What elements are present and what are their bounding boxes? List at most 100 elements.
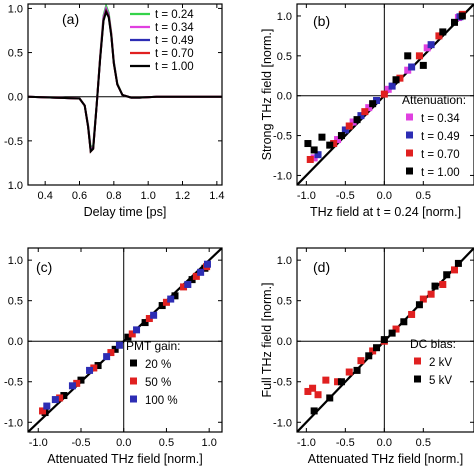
y-tick-label: -1.0 — [4, 417, 23, 429]
data-point — [454, 259, 462, 267]
data-point — [56, 394, 64, 402]
data-point — [392, 325, 400, 333]
legend-swatch — [130, 359, 137, 367]
data-point — [73, 379, 81, 387]
data-point — [326, 141, 334, 149]
legend: t = 0.24t = 0.34t = 0.49t = 0.70t = 1.00 — [130, 9, 194, 73]
data-point — [334, 378, 342, 386]
legend-label: t = 0.49 — [421, 131, 460, 143]
legend-label: t = 0.70 — [421, 149, 460, 161]
legend-swatch — [406, 167, 413, 175]
data-point — [150, 311, 158, 319]
y-tick-label: 1.0 — [8, 255, 23, 267]
x-tick-label: 0.0 — [377, 437, 392, 449]
x-axis-label: THz field at t = 0.24 [norm.] — [310, 205, 461, 219]
series-group — [28, 4, 222, 154]
legend: Attenuation: t = 0.34 t = 0.49 t = 0.70 t = … — [402, 93, 466, 179]
panel-d: -1.0 -0.5 0.0 0.5 1.0 0.5 0.0 -0.5 -1.0 Attenuate… — [260, 247, 474, 466]
x-tick-label: -0.5 — [336, 437, 355, 449]
legend-label: 2 kV — [429, 357, 452, 369]
data-point — [404, 66, 412, 74]
legend-label: t = 0.70 — [155, 48, 194, 60]
data-point — [111, 345, 119, 353]
plot-frame — [296, 247, 474, 433]
data-point — [43, 402, 51, 410]
data-point — [192, 272, 200, 280]
data-point — [188, 276, 196, 284]
series-group — [304, 259, 462, 415]
data-point — [310, 154, 318, 162]
legend-label: t = 0.49 — [155, 35, 194, 47]
data-point — [77, 376, 85, 384]
data-point — [439, 28, 447, 36]
x-tick-label: 0.5 — [416, 437, 431, 449]
data-point — [427, 290, 435, 298]
data-point — [141, 319, 149, 327]
data-point — [373, 96, 381, 104]
data-point — [361, 108, 369, 116]
data-point — [451, 18, 459, 26]
data-point — [306, 155, 314, 163]
data-point — [124, 333, 132, 341]
y-axis-label: Full THz field [norm.] — [260, 282, 274, 397]
x-tick-label: -1.0 — [297, 190, 316, 202]
y-tick-label: -1.0 — [273, 170, 292, 182]
data-point — [357, 112, 365, 120]
y-axis-label: Strong THz field [norm.] — [260, 29, 274, 161]
legend: DC bias: 2 kV 5 kV — [410, 337, 456, 387]
y-tick-label: -0.5 — [4, 377, 23, 389]
y-tick-label: 1.0 — [8, 180, 23, 192]
data-point — [392, 76, 400, 84]
x-tick-label: 0.5 — [416, 190, 431, 202]
y-tick-label: -0.5 — [273, 131, 292, 143]
data-point — [60, 392, 68, 400]
x-axis-label: Attenuated THz field [norm.] — [47, 452, 202, 466]
data-point — [171, 292, 179, 300]
y-tick-label: 0.0 — [8, 336, 23, 348]
data-point — [203, 260, 211, 268]
legend-label: t = 1.00 — [421, 167, 460, 179]
y-tick-label: 0.5 — [277, 51, 292, 63]
data-point — [115, 341, 123, 349]
x-tick-label: 0.0 — [116, 437, 131, 449]
data-point — [86, 366, 94, 374]
y-tick-label: 0.5 — [8, 48, 23, 60]
x-tick-label: 0.5 — [159, 437, 174, 449]
data-point — [408, 310, 416, 318]
data-point — [341, 126, 349, 134]
x-tick-label: 0.0 — [377, 190, 392, 202]
legend-label: 20 % — [145, 359, 171, 371]
x-tick-label: -1.0 — [297, 437, 316, 449]
legend: PMT gain: 20 % 50 % 100 % — [126, 339, 180, 407]
data-point — [345, 122, 353, 130]
x-tick-label: -0.5 — [72, 437, 91, 449]
data-point — [318, 133, 326, 141]
data-point — [369, 100, 377, 108]
data-point — [369, 347, 377, 355]
legend-swatch — [130, 377, 137, 385]
legend-label: t = 0.34 — [155, 22, 194, 34]
data-point — [322, 376, 330, 384]
data-point — [345, 368, 353, 376]
legend-title: PMT gain: — [126, 339, 180, 353]
data-point — [384, 85, 392, 93]
legend-label: t = 1.00 — [155, 61, 194, 73]
x-tick-label: -1.0 — [29, 437, 48, 449]
legend-label: t = 0.24 — [155, 9, 194, 21]
legend-swatch — [414, 375, 421, 383]
data-point — [415, 52, 423, 60]
data-point — [439, 280, 447, 288]
data-point — [388, 329, 396, 337]
data-point — [357, 357, 365, 365]
y-tick-label: 0.0 — [277, 91, 292, 103]
data-point — [334, 136, 342, 144]
x-tick-label: 1.0 — [202, 437, 217, 449]
y-tick-label: 0.5 — [8, 296, 23, 308]
data-point — [349, 118, 357, 126]
data-point — [310, 146, 318, 154]
data-point — [380, 90, 388, 98]
data-point — [184, 280, 192, 288]
data-point — [435, 32, 443, 40]
data-point — [365, 104, 373, 112]
x-axis-label: Delay time [ps] — [84, 205, 167, 219]
